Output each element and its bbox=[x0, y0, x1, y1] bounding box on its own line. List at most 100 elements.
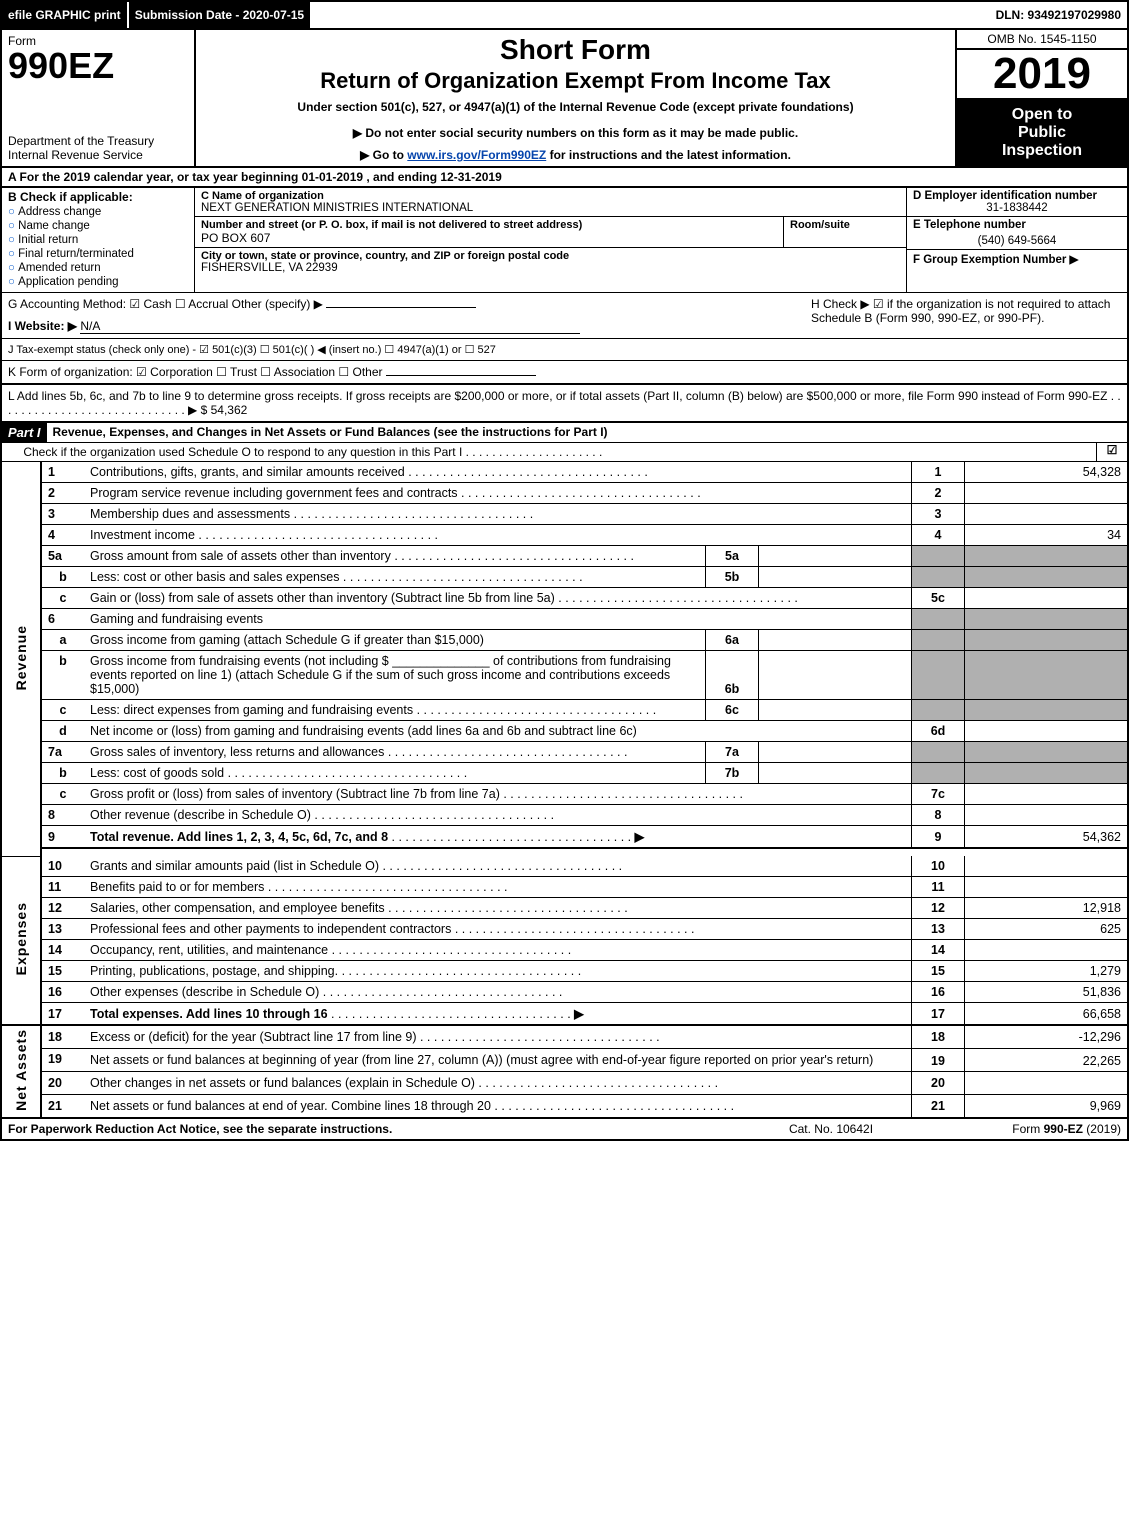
l16-desc: Other expenses (describe in Schedule O) bbox=[84, 982, 912, 1003]
line-9: 9 Total revenue. Add lines 1, 2, 3, 4, 5… bbox=[1, 826, 1128, 849]
l11-ref: 11 bbox=[912, 877, 965, 898]
l17-num: 17 bbox=[41, 1003, 84, 1026]
ein: 31-1838442 bbox=[913, 202, 1121, 214]
l9-ref: 9 bbox=[912, 826, 965, 849]
org-other-input[interactable] bbox=[386, 375, 536, 376]
chk-final-return[interactable]: Final return/terminated bbox=[8, 248, 188, 260]
street-label: Number and street (or P. O. box, if mail… bbox=[201, 219, 777, 231]
line-17: 17 Total expenses. Add lines 10 through … bbox=[1, 1003, 1128, 1026]
l17-desc: Total expenses. Add lines 10 through 16 bbox=[84, 1003, 912, 1026]
chk-initial-return[interactable]: Initial return bbox=[8, 234, 188, 246]
accounting-other-input[interactable] bbox=[326, 307, 476, 308]
line-13: 13 Professional fees and other payments … bbox=[1, 919, 1128, 940]
l8-desc: Other revenue (describe in Schedule O) bbox=[84, 805, 912, 826]
l7b-inner-val bbox=[759, 763, 912, 784]
l4-desc: Investment income bbox=[84, 525, 912, 546]
dln: DLN: 93492197029980 bbox=[990, 2, 1127, 28]
l18-amt: -12,296 bbox=[965, 1025, 1129, 1048]
chk-application-pending[interactable]: Application pending bbox=[8, 276, 188, 288]
spacer bbox=[310, 2, 989, 28]
l19-num: 19 bbox=[41, 1049, 84, 1072]
l19-desc: Net assets or fund balances at beginning… bbox=[84, 1049, 912, 1072]
tax-year: 2019 bbox=[957, 50, 1127, 100]
l7c-ref: 7c bbox=[912, 784, 965, 805]
part1-checkbox[interactable]: ☑ bbox=[1096, 443, 1127, 461]
col-b-header: B Check if applicable: bbox=[8, 190, 188, 204]
phone: (540) 649-5664 bbox=[913, 235, 1121, 247]
org-name-label: C Name of organization bbox=[201, 190, 900, 202]
ein-label: D Employer identification number bbox=[913, 190, 1121, 202]
row-k-text: K Form of organization: ☑ Corporation ☐ … bbox=[8, 365, 383, 379]
l6-num: 6 bbox=[41, 609, 84, 630]
header-left: Form 990EZ Department of the Treasury In… bbox=[2, 30, 196, 166]
city-label: City or town, state or province, country… bbox=[201, 250, 900, 262]
inspection-box: Open to Public Inspection bbox=[957, 100, 1127, 166]
l7a-shade1 bbox=[912, 742, 965, 763]
l9-desc: Total revenue. Add lines 1, 2, 3, 4, 5c,… bbox=[84, 826, 912, 849]
l10-num: 10 bbox=[41, 856, 84, 877]
l6b-inner-label: 6b bbox=[706, 651, 759, 700]
group-exemption-label: F Group Exemption Number ▶ bbox=[913, 254, 1078, 266]
l5b-shade2 bbox=[965, 567, 1129, 588]
l20-amt bbox=[965, 1072, 1129, 1095]
l12-amt: 12,918 bbox=[965, 898, 1129, 919]
irs-link[interactable]: www.irs.gov/Form990EZ bbox=[407, 148, 546, 162]
l3-amt bbox=[965, 504, 1129, 525]
l4-amt: 34 bbox=[965, 525, 1129, 546]
l16-amt: 51,836 bbox=[965, 982, 1129, 1003]
ssn-notice: ▶ Do not enter social security numbers o… bbox=[202, 126, 949, 140]
row-g-text: G Accounting Method: ☑ Cash ☐ Accrual Ot… bbox=[8, 297, 323, 311]
footer-center: Cat. No. 10642I bbox=[741, 1122, 921, 1136]
l13-amt: 625 bbox=[965, 919, 1129, 940]
l16-ref: 16 bbox=[912, 982, 965, 1003]
l10-desc: Grants and similar amounts paid (list in… bbox=[84, 856, 912, 877]
l6b-shade1 bbox=[912, 651, 965, 700]
l1-amt: 54,328 bbox=[965, 462, 1129, 483]
expenses-side-label: Expenses bbox=[1, 856, 41, 1025]
line-12: 12 Salaries, other compensation, and emp… bbox=[1, 898, 1128, 919]
chk-name-change[interactable]: Name change bbox=[8, 220, 188, 232]
part1-check-row: Check if the organization used Schedule … bbox=[0, 443, 1129, 462]
l6c-inner-label: 6c bbox=[706, 700, 759, 721]
l6a-shade2 bbox=[965, 630, 1129, 651]
l21-amt: 9,969 bbox=[965, 1095, 1129, 1118]
l2-desc: Program service revenue including govern… bbox=[84, 483, 912, 504]
line-1: Revenue 1 Contributions, gifts, grants, … bbox=[1, 462, 1128, 483]
omb-number: OMB No. 1545-1150 bbox=[957, 30, 1127, 50]
l12-num: 12 bbox=[41, 898, 84, 919]
website-value: N/A bbox=[80, 319, 580, 334]
line-2: 2 Program service revenue including gove… bbox=[1, 483, 1128, 504]
l7b-inner-label: 7b bbox=[706, 763, 759, 784]
row-l: L Add lines 5b, 6c, and 7b to line 9 to … bbox=[0, 385, 1129, 423]
l5b-inner-val bbox=[759, 567, 912, 588]
l13-ref: 13 bbox=[912, 919, 965, 940]
l7a-desc: Gross sales of inventory, less returns a… bbox=[84, 742, 706, 763]
l5a-shade2 bbox=[965, 546, 1129, 567]
l2-amt bbox=[965, 483, 1129, 504]
l21-desc: Net assets or fund balances at end of ye… bbox=[84, 1095, 912, 1118]
group-exemption-cell: F Group Exemption Number ▶ bbox=[907, 250, 1127, 292]
l8-num: 8 bbox=[41, 805, 84, 826]
part1-tag: Part I bbox=[2, 423, 47, 442]
chk-address-change[interactable]: Address change bbox=[8, 206, 188, 218]
inspection-3: Inspection bbox=[959, 142, 1125, 160]
section-gap-1 bbox=[1, 848, 1128, 856]
l5a-inner-label: 5a bbox=[706, 546, 759, 567]
l14-ref: 14 bbox=[912, 940, 965, 961]
chk-amended-return[interactable]: Amended return bbox=[8, 262, 188, 274]
l8-amt bbox=[965, 805, 1129, 826]
netassets-side-label: Net Assets bbox=[1, 1025, 41, 1117]
lines-table: Revenue 1 Contributions, gifts, grants, … bbox=[0, 462, 1129, 1118]
l15-ref: 15 bbox=[912, 961, 965, 982]
line-10: Expenses 10 Grants and similar amounts p… bbox=[1, 856, 1128, 877]
l16-num: 16 bbox=[41, 982, 84, 1003]
efile-label[interactable]: efile GRAPHIC print bbox=[2, 2, 127, 28]
l5b-num: b bbox=[41, 567, 84, 588]
line-5a: 5a Gross amount from sale of assets othe… bbox=[1, 546, 1128, 567]
line-11: 11 Benefits paid to or for members 11 bbox=[1, 877, 1128, 898]
l5c-amt bbox=[965, 588, 1129, 609]
l6c-num: c bbox=[41, 700, 84, 721]
line-7b: b Less: cost of goods sold 7b bbox=[1, 763, 1128, 784]
l12-desc: Salaries, other compensation, and employ… bbox=[84, 898, 912, 919]
goto-post: for instructions and the latest informat… bbox=[546, 148, 791, 162]
